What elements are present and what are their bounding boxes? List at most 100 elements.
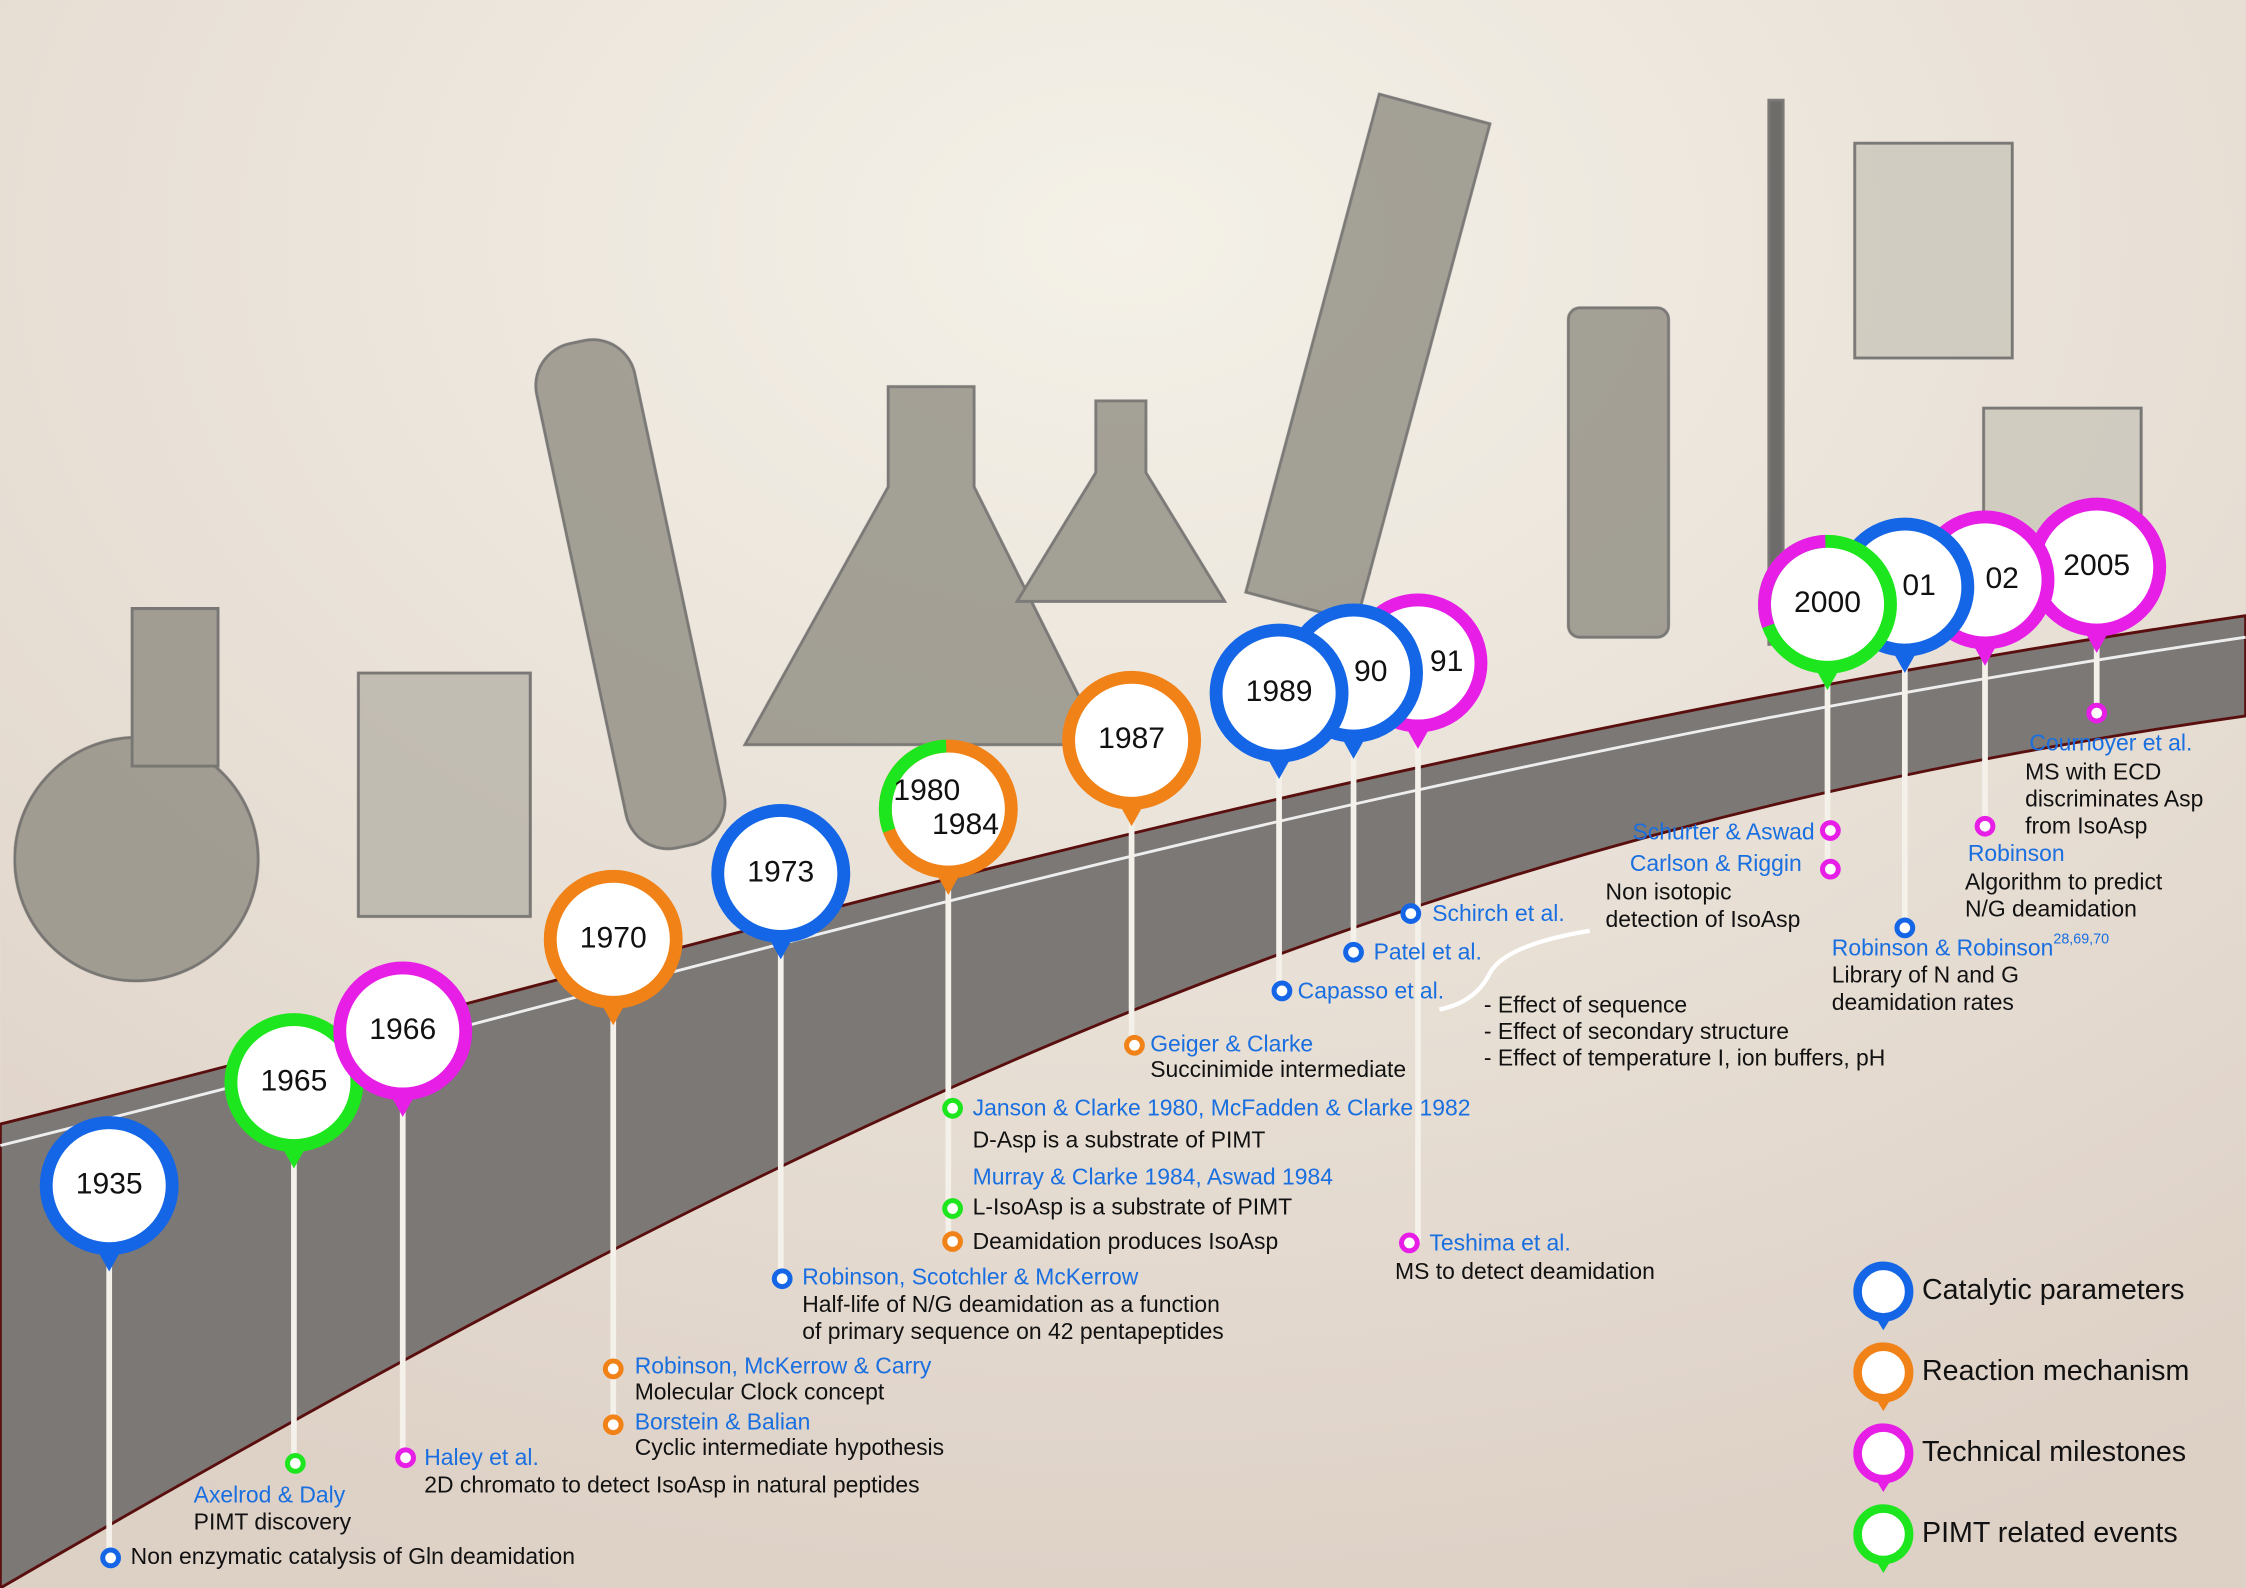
author-name: Robinson & Robinson (1832, 934, 2054, 960)
entry-text: Succinimide intermediate (1150, 1056, 1406, 1082)
pin-year: 1989 (1246, 675, 1313, 708)
round-flask (15, 737, 258, 980)
author-name: Patel et al. (1374, 939, 1482, 965)
entry-text: of primary sequence on 42 pentapeptides (802, 1318, 1224, 1344)
entry-text: Non isotopic (1606, 879, 1732, 905)
pin-year: 1987 (1098, 722, 1165, 755)
entry-dot (1822, 861, 1838, 877)
author-name: Murray & Clarke 1984, Aswad 1984 (973, 1164, 1334, 1190)
entry-text: deamidation rates (1832, 989, 2014, 1015)
legend-label: Catalytic parameters (1922, 1274, 2184, 1306)
author-name: Teshima et al. (1429, 1229, 1570, 1255)
entry-text: MS to detect deamidation (1395, 1258, 1655, 1284)
author-name: Janson & Clarke 1980, McFadden & Clarke … (973, 1095, 1471, 1121)
effect-text: - Effect of secondary structure (1484, 1018, 1789, 1044)
pin-year: 01 (1902, 569, 1935, 602)
entry-dot (945, 1234, 961, 1250)
legend-label: Reaction mechanism (1922, 1355, 2189, 1387)
entry-author: Robinson, McKerrow & Carry (635, 1353, 932, 1379)
author-name: Borstein & Balian (635, 1408, 811, 1434)
effect-text: - Effect of sequence (1484, 992, 1687, 1018)
beaker-2 (1855, 143, 2013, 358)
timeline-diagram: 1935196519661970197319801984198791901989… (0, 0, 2246, 1588)
legend-ring (1858, 1509, 1910, 1561)
entry-author: Borstein & Balian (635, 1408, 811, 1434)
pin-year: 91 (1430, 645, 1463, 678)
entry-text: Non enzymatic catalysis of Gln deamidati… (131, 1543, 575, 1569)
pin-year: 1973 (747, 855, 814, 888)
flask-neck (132, 609, 218, 767)
legend-ring (1858, 1428, 1910, 1480)
author-name: Axelrod & Daly (194, 1481, 346, 1507)
author-name: Carlson & Riggin (1630, 850, 1802, 876)
effect-text: - Effect of temperature I, ion buffers, … (1484, 1045, 1885, 1071)
pin-year: 1965 (260, 1064, 327, 1097)
entry-author: Schirch et al. (1432, 900, 1564, 926)
entry-author: Geiger & Clarke (1150, 1030, 1313, 1056)
author-name: Capasso et al. (1298, 977, 1444, 1003)
entry-dot (945, 1100, 961, 1116)
entry-text: D-Asp is a substrate of PIMT (973, 1126, 1266, 1152)
entry-text: N/G deamidation (1965, 896, 2137, 922)
author-name: Robinson, Scotchler & McKerrow (802, 1264, 1139, 1290)
entry-dot (1403, 906, 1419, 922)
author-name: Schurter & Aswad (1633, 818, 1815, 844)
entry-author: Robinson (1968, 840, 2065, 866)
beaker (358, 673, 530, 916)
pin-year: 2000 (1794, 586, 1861, 619)
entry-dot (103, 1550, 119, 1566)
entry-text: Library of N and G (1832, 962, 2019, 988)
entry-text: Cyclic intermediate hypothesis (635, 1434, 944, 1460)
author-name: Haley et al. (424, 1444, 539, 1470)
entry-text: Deamidation produces IsoAsp (973, 1228, 1279, 1254)
author-name: Robinson (1968, 840, 2065, 866)
entry-dot (1127, 1037, 1143, 1053)
legend-ring (1858, 1347, 1910, 1399)
entry-text: Molecular Clock concept (635, 1378, 885, 1404)
entry-author: Teshima et al. (1429, 1229, 1570, 1255)
entry-text: L-IsoAsp is a substrate of PIMT (973, 1194, 1293, 1220)
entry-dot (1897, 920, 1913, 936)
legend-label: PIMT related events (1922, 1517, 2178, 1549)
entry-author: Capasso et al. (1298, 977, 1444, 1003)
entry-dot (605, 1361, 621, 1377)
entry-author: Axelrod & Daly (194, 1481, 346, 1507)
entry-dot (945, 1201, 961, 1217)
entry-author: Carlson & Riggin (1630, 850, 1802, 876)
entry-text: 2D chromato to detect IsoAsp in natural … (424, 1471, 919, 1497)
entry-text: from IsoAsp (2025, 813, 2147, 839)
entry-dot (774, 1271, 790, 1287)
entry-dot (605, 1417, 621, 1433)
entry-dot (2089, 705, 2105, 721)
entry-dot (287, 1456, 303, 1472)
entry-author: Schurter & Aswad (1633, 818, 1815, 844)
entry-dot (1822, 823, 1838, 839)
author-name: Robinson, McKerrow & Carry (635, 1353, 932, 1379)
entry-author: Robinson, Scotchler & McKerrow (802, 1264, 1139, 1290)
entry-text: discriminates Asp (2025, 785, 2203, 811)
tube (1568, 308, 1668, 637)
pin-year: 2005 (2063, 549, 2130, 582)
entry-text: detection of IsoAsp (1606, 906, 1801, 932)
pin-year: 02 (1985, 562, 2018, 595)
pin-year: 90 (1354, 655, 1387, 688)
entry-author: Haley et al. (424, 1444, 539, 1470)
pin-year: 1970 (580, 921, 647, 954)
entry-dot (1977, 818, 1993, 834)
entry-dot (1274, 983, 1290, 999)
pin-year: 1966 (369, 1013, 436, 1046)
entry-author: Murray & Clarke 1984, Aswad 1984 (973, 1164, 1334, 1190)
entry-dot (398, 1450, 414, 1466)
entry-text: Algorithm to predict (1965, 869, 2163, 895)
pin-year: 1980 (893, 774, 960, 807)
author-name: Schirch et al. (1432, 900, 1564, 926)
entry-author: Patel et al. (1374, 939, 1482, 965)
author-name: Cournoyer et al. (2029, 730, 2192, 756)
author-name: Geiger & Clarke (1150, 1030, 1313, 1056)
entry-text: MS with ECD (2025, 758, 2161, 784)
legend-ring (1858, 1266, 1910, 1318)
entry-dot (1402, 1235, 1418, 1251)
pin-year: 1935 (76, 1168, 143, 1201)
entry-text: Half-life of N/G deamidation as a functi… (802, 1291, 1220, 1317)
author-ref: 28,69,70 (2053, 931, 2109, 947)
